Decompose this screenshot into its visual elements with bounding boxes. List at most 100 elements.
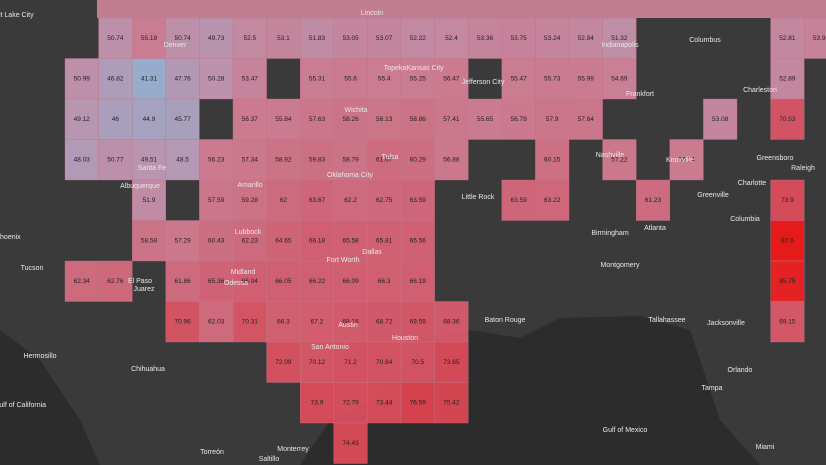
cell-value: 57.9: [546, 116, 559, 123]
cell-value: 52.4: [445, 35, 458, 42]
cell-value: 66.09: [342, 278, 359, 285]
place-label: Gulf of Mexico: [603, 427, 648, 434]
place-label: Frankfort: [626, 91, 654, 98]
cell-value: 53.07: [376, 35, 393, 42]
cell: [232, 220, 267, 262]
cell: [468, 17, 503, 59]
cell: [400, 220, 435, 262]
cell-value: 50.99: [74, 75, 91, 82]
cell-value: 60.15: [544, 156, 561, 163]
cell-value: 65.81: [376, 237, 393, 244]
place-label: Columbia: [730, 216, 760, 223]
cell-value: 52.84: [578, 35, 595, 42]
top-strip: [97, 0, 826, 18]
cell-value: 49.73: [208, 35, 225, 42]
cell-value: 71.2: [344, 359, 357, 366]
cell: [300, 58, 335, 100]
cell: [165, 220, 200, 262]
cell: [199, 301, 234, 343]
cell-value: 45.77: [174, 116, 191, 123]
cell: [300, 382, 335, 424]
cell: [434, 139, 469, 181]
cell-value: 62.76: [107, 278, 124, 285]
cell: [232, 260, 267, 302]
place-label: Dallas: [362, 249, 382, 256]
cell: [434, 341, 469, 383]
cell-value: 70.96: [174, 318, 191, 325]
cell-value: 62.23: [242, 237, 259, 244]
place-label: Tampa: [701, 385, 722, 392]
cell: [400, 341, 435, 383]
cell: [501, 98, 536, 140]
place-label: Juarez: [133, 286, 155, 293]
cell: [98, 139, 133, 181]
cell-value: 50.74: [174, 35, 191, 42]
place-label: Phoenix: [0, 234, 21, 241]
place-label: Saltillo: [259, 456, 280, 463]
cell: [300, 260, 335, 302]
place-label: Greenville: [697, 192, 729, 199]
cell: [400, 98, 435, 140]
place-label: Nashville: [596, 152, 625, 159]
cell: [501, 58, 536, 100]
grid: 50.74 55.19 50.74 49.73 52.5 53.1 51.83 53.05 53…: [64, 17, 826, 464]
cell: [165, 58, 200, 100]
cell-value: 73.44: [376, 399, 393, 406]
cell: [669, 139, 704, 181]
cell-value: 55.73: [544, 75, 561, 82]
place-label: Houston: [392, 335, 418, 342]
cell-value: 55.65: [477, 116, 494, 123]
cell: [770, 260, 805, 302]
cell: [770, 301, 805, 343]
cell-value: 59.83: [309, 156, 326, 163]
cell: [199, 260, 234, 302]
cell: [400, 17, 435, 59]
place-label: Orlando: [728, 367, 753, 374]
place-label: Denver: [164, 42, 187, 49]
cell: [266, 139, 301, 181]
cell-value: 60.29: [410, 156, 427, 163]
cell-value: 51.9: [143, 197, 156, 204]
cell-value: 46.82: [107, 75, 124, 82]
cell: [367, 301, 402, 343]
cell-value: 51.32: [611, 35, 628, 42]
cell-value: 56.23: [208, 156, 225, 163]
cell: [333, 139, 368, 181]
cell-value: 70.53: [779, 116, 796, 123]
cell: [165, 301, 200, 343]
place-label: Monterrey: [277, 446, 309, 453]
cell-value: 53.97: [813, 35, 826, 42]
cell: [300, 17, 335, 59]
cell-value: 58.86: [410, 116, 427, 123]
cell-value: 69.15: [779, 318, 796, 325]
cell: [199, 17, 234, 59]
cell-value: 56.47: [443, 75, 460, 82]
cell-value: 65.56: [410, 237, 427, 244]
cell: [434, 301, 469, 343]
cell: [333, 341, 368, 383]
cell: [333, 422, 368, 464]
cell: [367, 179, 402, 221]
cell: [333, 58, 368, 100]
place-label: Salt Lake City: [0, 12, 34, 19]
cell-value: 55.99: [578, 75, 595, 82]
cell-value: 68.16: [342, 318, 359, 325]
cell: [300, 179, 335, 221]
cell: [131, 98, 166, 140]
cell: [266, 301, 301, 343]
cell: [568, 17, 603, 59]
cell: [131, 139, 166, 181]
cell: [703, 98, 738, 140]
cell-value: 72.79: [342, 399, 359, 406]
cell-value: 61.86: [174, 278, 191, 285]
place-label: Odessa: [224, 280, 248, 287]
cell: [266, 341, 301, 383]
cell-value: 70.31: [242, 318, 259, 325]
cell-value: 62: [280, 197, 288, 204]
cell-value: 53.08: [712, 116, 729, 123]
places: Salt Lake City Denver Lincoln TopekaKansas …: [0, 10, 815, 463]
place-label: Albuquerque: [120, 183, 160, 190]
cell-value: 57.41: [443, 116, 460, 123]
cell: [232, 58, 267, 100]
